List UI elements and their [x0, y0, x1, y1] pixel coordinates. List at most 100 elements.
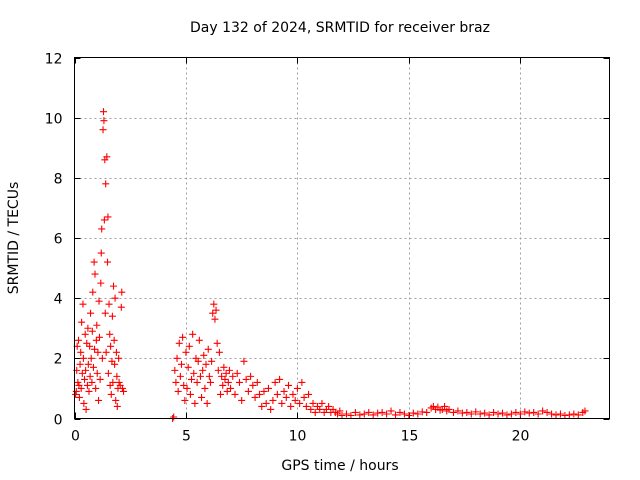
data-point	[494, 410, 502, 418]
data-point	[100, 117, 108, 125]
data-point	[195, 336, 203, 344]
data-point	[106, 330, 114, 338]
data-point	[107, 390, 115, 398]
data-point	[556, 410, 564, 418]
data-point	[291, 396, 299, 404]
data-point	[378, 408, 386, 416]
data-point	[96, 375, 104, 383]
data-point	[336, 407, 344, 415]
data-point	[374, 409, 382, 417]
data-point	[418, 408, 426, 416]
data-point	[405, 411, 413, 419]
data-point	[78, 369, 86, 377]
data-point	[101, 309, 109, 317]
data-point	[120, 387, 128, 395]
data-point	[235, 378, 243, 386]
data-point	[262, 399, 270, 407]
data-point	[93, 321, 101, 329]
y-tick-label: 2	[54, 352, 63, 368]
data-point	[174, 387, 182, 395]
data-point	[296, 399, 304, 407]
data-point	[88, 327, 96, 335]
x-tick-labels: 0 5 10 15 20	[71, 429, 529, 445]
data-point	[91, 270, 99, 278]
data-point	[445, 405, 453, 413]
data-point	[170, 413, 178, 421]
data-point	[99, 108, 107, 116]
data-point	[574, 411, 582, 419]
data-point	[102, 180, 110, 188]
data-point	[92, 384, 100, 392]
data-point	[242, 375, 250, 383]
data-point	[400, 410, 408, 418]
data-point	[79, 300, 87, 308]
data-point	[193, 378, 201, 386]
data-point	[108, 312, 116, 320]
data-point	[289, 390, 297, 398]
data-point	[102, 348, 110, 356]
data-point	[485, 411, 493, 419]
data-point	[97, 279, 105, 287]
data-point	[561, 411, 569, 419]
data-point	[251, 393, 259, 401]
data-point	[392, 411, 399, 419]
data-point	[115, 378, 123, 386]
data-point	[499, 409, 506, 417]
data-point	[89, 363, 97, 371]
data-point	[287, 402, 295, 410]
data-point	[175, 339, 183, 347]
y-tick-labels: 0 2 4 6 8 10 12	[45, 52, 63, 429]
data-point	[247, 372, 255, 380]
data-point	[273, 390, 281, 398]
data-point	[115, 354, 123, 362]
data-point	[298, 378, 306, 386]
data-point	[198, 393, 206, 401]
x-tick-label: 10	[289, 429, 307, 445]
data-point	[267, 405, 275, 413]
data-point	[86, 342, 94, 350]
data-point	[224, 378, 232, 386]
data-point	[342, 410, 350, 418]
data-point	[213, 339, 221, 347]
data-point	[338, 411, 346, 419]
data-point	[325, 402, 333, 410]
data-point	[309, 399, 317, 407]
data-point	[316, 405, 324, 413]
data-point	[347, 411, 355, 419]
data-point	[75, 393, 83, 401]
data-point	[105, 300, 113, 308]
data-point	[441, 402, 449, 410]
data-point	[454, 407, 462, 415]
data-point	[264, 384, 272, 392]
data-point	[256, 390, 264, 398]
data-point	[282, 393, 290, 401]
data-point	[103, 153, 111, 161]
data-point	[490, 408, 498, 416]
data-point	[512, 408, 520, 416]
data-point	[111, 360, 119, 368]
data-point	[173, 354, 181, 362]
data-point	[307, 405, 315, 413]
data-point	[107, 342, 115, 350]
data-point	[182, 348, 190, 356]
data-point	[76, 360, 84, 368]
data-point	[244, 387, 252, 395]
data-point	[77, 348, 85, 356]
data-point	[214, 366, 222, 374]
data-point	[208, 357, 216, 365]
data-point	[109, 378, 117, 386]
data-point	[467, 410, 475, 418]
data-point	[205, 372, 213, 380]
data-point	[79, 354, 87, 362]
data-point	[311, 408, 319, 416]
data-point	[414, 410, 422, 418]
data-point	[449, 408, 457, 416]
data-point	[534, 410, 542, 418]
y-tick-label: 4	[54, 292, 63, 308]
data-point	[97, 249, 105, 257]
data-point	[87, 354, 95, 362]
data-point	[110, 282, 118, 290]
data-point	[82, 366, 90, 374]
data-point	[110, 336, 118, 344]
